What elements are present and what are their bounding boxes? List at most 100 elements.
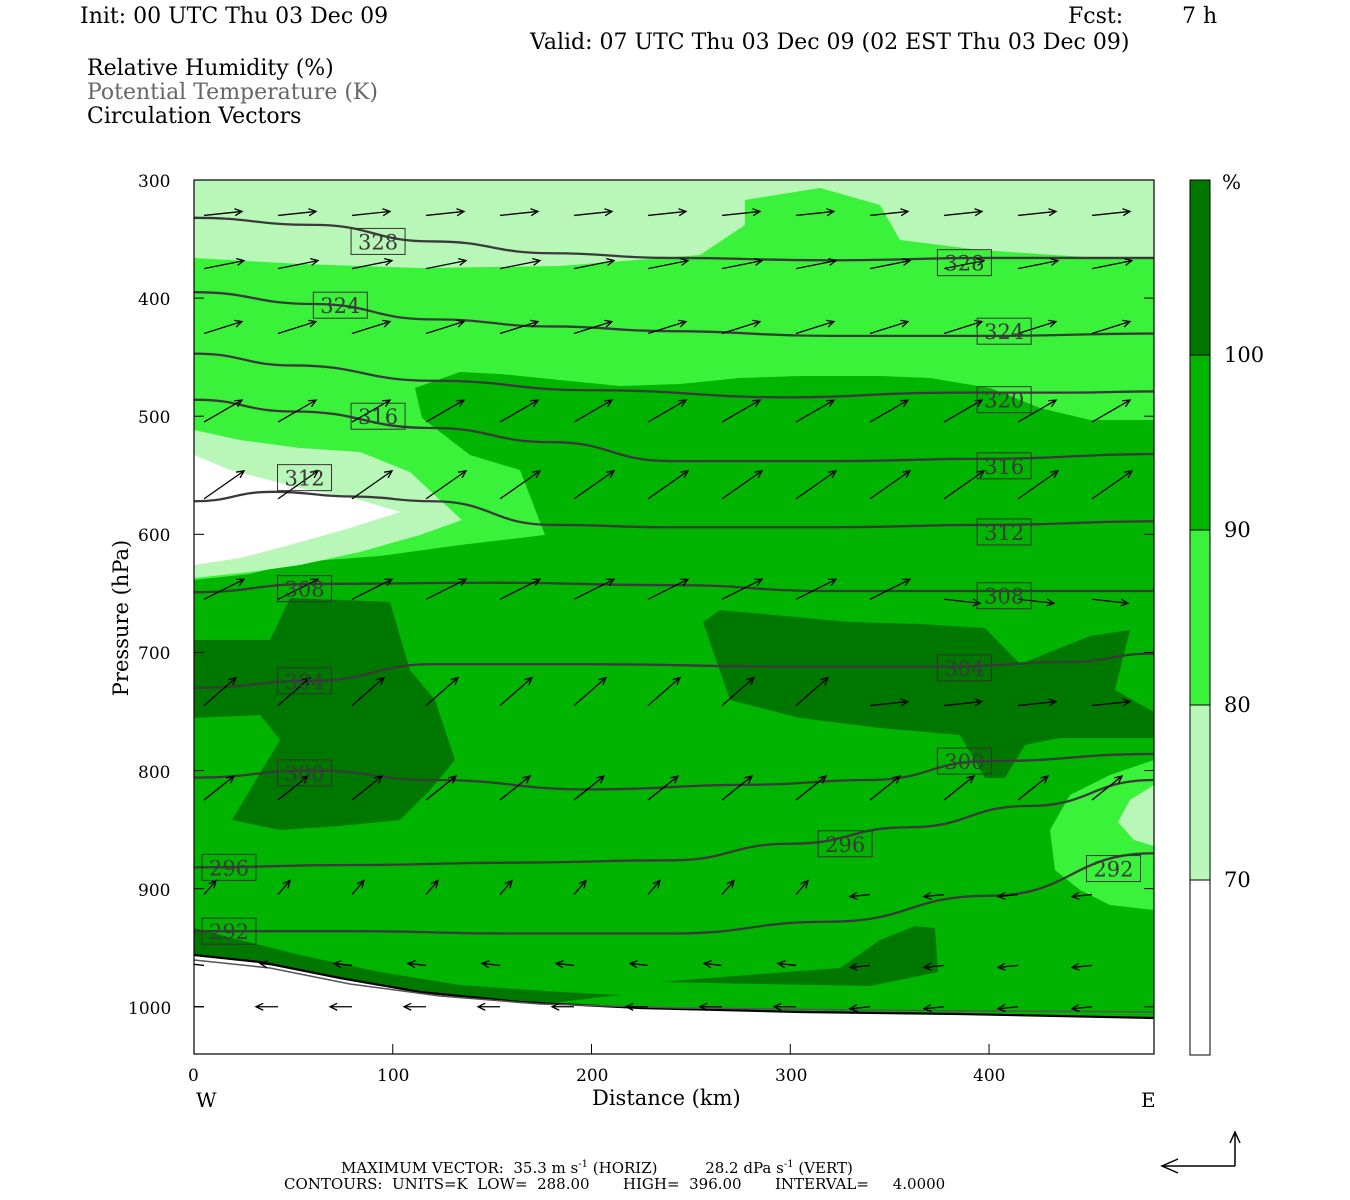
vector-arrowhead (698, 1002, 708, 1011)
vector-arrow (849, 964, 871, 969)
vector-arrowhead (430, 879, 439, 889)
vector-arrow (499, 578, 541, 600)
vector-arrow (351, 320, 391, 335)
x-axis-title: Distance (km) (592, 1086, 741, 1110)
vector-arrowhead (376, 676, 386, 686)
vector-arrowhead (679, 578, 690, 587)
vector-arrowhead (702, 960, 712, 969)
vector-arrowhead (381, 319, 392, 328)
vector-arrow (943, 259, 985, 270)
vector-arrowhead (1121, 319, 1132, 328)
x-tick-300: 300 (775, 1066, 808, 1086)
colorbar-label-80: 80 (1224, 693, 1251, 717)
vector-arrowhead (374, 775, 384, 784)
max-vector-vert: 28.2 dPa s (705, 1159, 784, 1177)
vector-arrowhead (531, 578, 542, 587)
terrain-line-2 (194, 959, 1154, 1013)
contour-label-316: 316 (984, 455, 1024, 479)
vector-arrowhead (235, 470, 246, 479)
vector-arrow (997, 1006, 1019, 1010)
vector-arrowhead (901, 578, 912, 587)
vector-arrowhead (226, 775, 236, 784)
vector-arrow (997, 964, 1019, 969)
theta-contour-324 (194, 291, 1154, 338)
vector-arrow (277, 880, 291, 895)
vector-arrowhead (900, 698, 910, 707)
vector-arrow (795, 578, 837, 600)
vector-arrowhead (680, 257, 690, 266)
vector-arrowhead (578, 879, 587, 889)
vector-arrowhead (1070, 1004, 1080, 1013)
contour-label-box (936, 747, 992, 775)
vector-arrow (425, 470, 467, 500)
contour-label-324: 324 (320, 294, 360, 318)
colorbar-label-90: 90 (1224, 518, 1251, 542)
reference-vector (1160, 1130, 1241, 1174)
vector-arrow (721, 880, 735, 895)
vector-arrow (647, 775, 679, 801)
vector-arrowhead (751, 319, 762, 328)
vector-arrow (1017, 598, 1055, 604)
y-tick-400: 400 (138, 290, 171, 310)
vector-arrowhead (309, 470, 320, 479)
vector-arrowhead (234, 208, 244, 217)
contour-label-box (976, 317, 1032, 345)
vector-arrow (351, 578, 393, 600)
vector-arrow (629, 962, 649, 967)
vector-arrow (647, 259, 689, 270)
vector-arrow (997, 893, 1019, 898)
vector-arrow (721, 578, 763, 600)
vector-arrowhead (1120, 598, 1130, 607)
vector-arrow (1017, 470, 1059, 500)
theta-contour-316 (194, 398, 1154, 463)
vector-arrow (277, 320, 317, 335)
vector-arrow (943, 775, 975, 801)
x-tick-0: 0 (188, 1066, 199, 1086)
horiz-unit-exp: -1 (578, 1159, 588, 1170)
contour-label-304: 304 (944, 657, 984, 681)
vector-arrow (1091, 320, 1131, 335)
y-tick-700: 700 (138, 644, 171, 664)
vector-arrow (795, 210, 835, 217)
contour-label-box (1085, 855, 1141, 883)
vector-arrowhead (524, 676, 534, 686)
vector-arrowhead (455, 319, 466, 328)
vector-arrowhead (530, 208, 540, 217)
vector-arrowhead (677, 319, 688, 328)
vector-arrowhead (603, 319, 614, 328)
vector-arrowhead (902, 257, 912, 266)
theta-contour-labels: 328 328 324 324 320 316 316 312 312 308 308 304 304 3… (201, 227, 1141, 945)
vector-arrowhead (457, 470, 468, 479)
vector-arrow (425, 578, 467, 600)
valid-time: Valid: 07 UTC Thu 03 Dec 09 (02 EST Thu … (530, 30, 1130, 55)
vector-arrowhead (966, 775, 976, 784)
vector-arrow (647, 320, 687, 335)
contour-label-box (201, 917, 257, 945)
contour-label-box (201, 853, 257, 881)
vector-arrowhead (554, 960, 564, 969)
vector-arrowhead (532, 257, 542, 266)
vector-arrow (721, 259, 763, 270)
vector-arrow (647, 677, 681, 707)
vector-arrow (194, 963, 205, 967)
vector-arrowhead (652, 879, 661, 889)
vector-arrow (573, 320, 613, 335)
vector-arrowhead (1122, 208, 1132, 217)
vector-arrowhead (307, 319, 318, 328)
vector-arrowhead (522, 775, 532, 784)
vector-arrowhead (670, 775, 680, 784)
vector-arrowhead (302, 676, 312, 686)
vector-arrowhead (383, 470, 394, 479)
vector-arrow (795, 320, 835, 335)
contour-label-316: 316 (358, 405, 398, 429)
vector-arrowhead (282, 879, 291, 889)
vector-arrowhead (776, 960, 786, 969)
vector-arrowhead (233, 319, 244, 328)
vector-arrow (647, 578, 689, 600)
vector-arrowhead (228, 676, 238, 686)
contour-label-box (817, 830, 873, 858)
vector-arrow (1017, 700, 1057, 707)
vector-arrowhead (1114, 775, 1124, 784)
vector-arrowhead (772, 1002, 782, 1011)
